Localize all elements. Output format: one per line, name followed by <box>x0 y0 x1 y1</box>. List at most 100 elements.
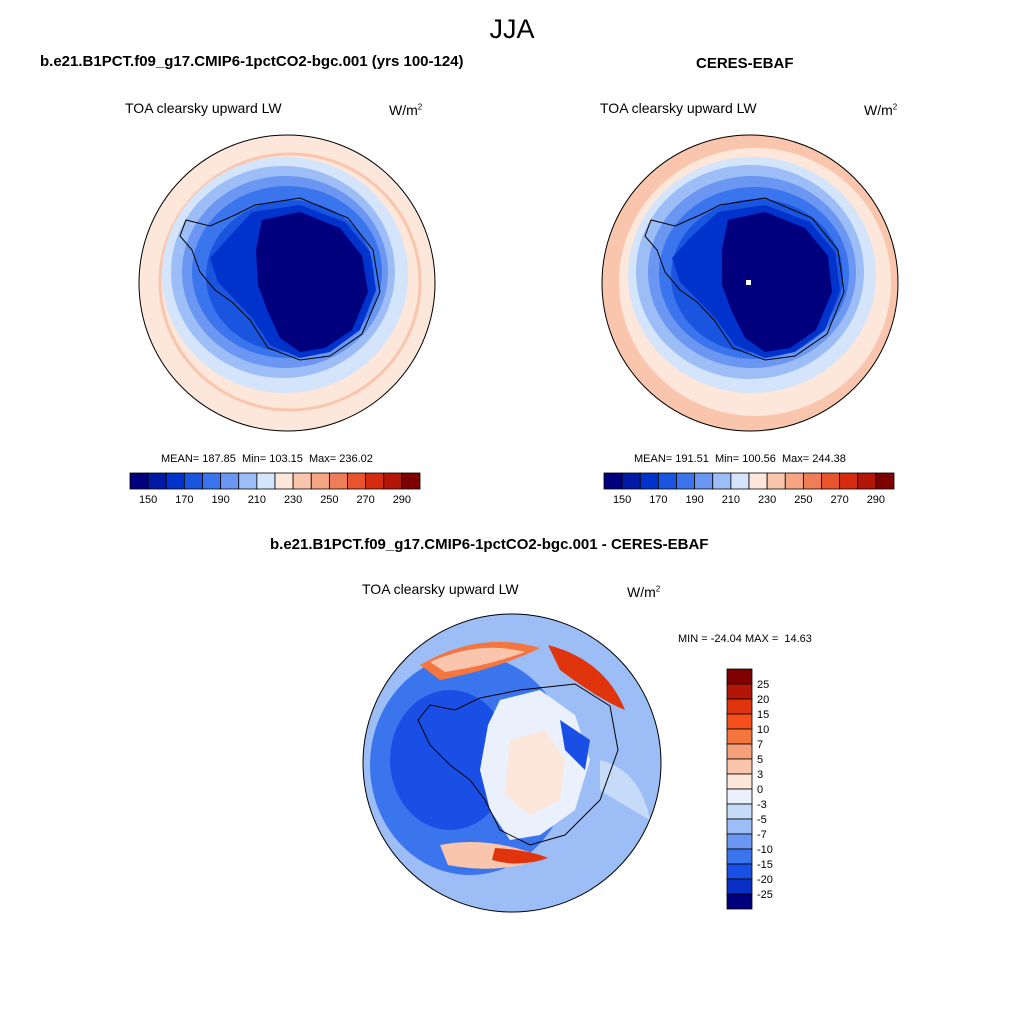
colorbar-3-swatch <box>726 788 753 805</box>
colorbar-3-swatch <box>726 758 753 775</box>
colorbar-1-tick-label: 190 <box>211 494 229 506</box>
colorbar-3-tick-label: -25 <box>757 889 773 901</box>
colorbar-3-tick-label: -7 <box>757 829 767 841</box>
colorbar-2-swatch <box>694 472 714 490</box>
colorbar-2-tick-label: 290 <box>867 494 885 506</box>
colorbar-3-tick-label: -20 <box>757 874 773 886</box>
colorbar-1-swatch <box>147 472 167 490</box>
map-panel-1 <box>139 135 435 431</box>
colorbar-3-swatch <box>726 713 753 730</box>
colorbar-3-tick-label: 5 <box>757 754 763 766</box>
colorbar-2-tick-label: 210 <box>722 494 740 506</box>
colorbar-2-tick-label: 190 <box>685 494 703 506</box>
colorbar-3-tick-label: -15 <box>757 859 773 871</box>
colorbar-1-swatch <box>383 472 403 490</box>
colorbar-2-swatch <box>676 472 696 490</box>
colorbar-2-swatch <box>875 472 895 490</box>
colorbar-2-swatch <box>730 472 750 490</box>
colorbar-3-tick-label: 7 <box>757 739 763 751</box>
colorbar-3-tick-label: 20 <box>757 694 769 706</box>
colorbar-2-tick-label: 270 <box>830 494 848 506</box>
colorbar-1-swatch <box>274 472 294 490</box>
colorbar-1-swatch <box>347 472 367 490</box>
panel-2-units: W/m2 <box>864 102 898 118</box>
colorbar-1-tick-label: 290 <box>393 494 411 506</box>
colorbar-panel-3: 25 20 15 10 7 5 3 0 -3 -5 -7 -10 -15 -20 -25 <box>726 668 773 910</box>
colorbar-panel-1: 150 170 190 210 230 250 270 290 <box>129 472 421 506</box>
colorbar-2-tick-label: 170 <box>649 494 667 506</box>
map-3-boundary <box>362 613 662 913</box>
colorbar-1-swatch <box>202 472 222 490</box>
panel-3-variable: TOA clearsky upward LW <box>362 581 519 597</box>
colorbar-2-tick-label: 230 <box>758 494 776 506</box>
colorbar-3-tick-label: -5 <box>757 814 767 826</box>
panel-1-case-title: b.e21.B1PCT.f09_g17.CMIP6-1pctCO2-bgc.00… <box>40 53 464 70</box>
colorbar-1-swatch <box>401 472 421 490</box>
colorbar-3-swatch <box>726 728 753 745</box>
colorbar-2-swatch <box>657 472 677 490</box>
colorbar-3-tick-label: 0 <box>757 784 763 796</box>
colorbar-3-swatch <box>726 863 753 880</box>
map-panel-3 <box>363 614 661 912</box>
colorbar-3-tick-label: 25 <box>757 679 769 691</box>
colorbar-2-tick-label: 150 <box>613 494 631 506</box>
colorbar-2-swatch <box>766 472 786 490</box>
colorbar-1-swatch <box>365 472 385 490</box>
colorbar-2-swatch <box>784 472 804 490</box>
colorbar-3-swatch <box>726 683 753 700</box>
colorbar-1-tick-label: 170 <box>175 494 193 506</box>
colorbar-3-swatch <box>726 698 753 715</box>
map-panel-2 <box>602 135 898 431</box>
colorbar-2-swatch <box>603 472 623 490</box>
colorbar-3-swatch <box>726 743 753 760</box>
colorbar-3-tick-label: -3 <box>757 799 767 811</box>
colorbar-3-swatch <box>726 878 753 895</box>
panel-3-stats: MIN = -24.04 MAX = 14.63 <box>678 633 812 645</box>
colorbar-1-swatch <box>256 472 276 490</box>
colorbar-3-swatch <box>726 848 753 865</box>
colorbar-3-tick-label: 3 <box>757 769 763 781</box>
colorbar-1-swatch <box>310 472 330 490</box>
colorbar-1-tick-label: 150 <box>139 494 157 506</box>
map-1-boundary <box>138 134 436 432</box>
colorbar-2-swatch <box>857 472 877 490</box>
colorbar-3-swatch <box>726 818 753 835</box>
colorbar-1-swatch <box>220 472 240 490</box>
panel-1-units: W/m2 <box>389 102 423 118</box>
panel-3-units: W/m2 <box>627 584 661 600</box>
colorbar-3-swatch <box>726 833 753 850</box>
colorbar-3-swatch <box>726 773 753 790</box>
map-2-boundary <box>601 134 899 432</box>
colorbar-1-tick-label: 230 <box>284 494 302 506</box>
panel-2-stats: MEAN= 191.51 Min= 100.56 Max= 244.38 <box>634 453 846 465</box>
colorbar-1-swatch <box>165 472 185 490</box>
colorbar-2-swatch <box>712 472 732 490</box>
panel-2-case-title: CERES-EBAF <box>696 55 794 72</box>
colorbar-1-tick-label: 210 <box>248 494 266 506</box>
colorbar-1-swatch <box>129 472 149 490</box>
panel-3-case-title: b.e21.B1PCT.f09_g17.CMIP6-1pctCO2-bgc.00… <box>270 536 709 553</box>
panel-1-variable: TOA clearsky upward LW <box>125 100 282 116</box>
colorbar-2-swatch <box>802 472 822 490</box>
colorbar-2-swatch <box>821 472 841 490</box>
colorbar-1-swatch <box>238 472 258 490</box>
colorbar-3-tick-label: 15 <box>757 709 769 721</box>
panel-1-stats: MEAN= 187.85 Min= 103.15 Max= 236.02 <box>161 453 373 465</box>
colorbar-3-swatch <box>726 803 753 820</box>
page-title: JJA <box>489 14 535 44</box>
panel-2-variable: TOA clearsky upward LW <box>600 100 757 116</box>
colorbar-1-tick-label: 270 <box>356 494 374 506</box>
colorbar-3-swatch <box>726 668 753 685</box>
colorbar-1-swatch <box>183 472 203 490</box>
colorbar-2-tick-label: 250 <box>794 494 812 506</box>
colorbar-3-swatch <box>726 893 753 910</box>
colorbar-2-swatch <box>748 472 768 490</box>
colorbar-2-swatch <box>621 472 641 490</box>
colorbar-3-tick-label: 10 <box>757 724 769 736</box>
colorbar-panel-2: 150 170 190 210 230 250 270 290 <box>603 472 895 506</box>
colorbar-3-tick-label: -10 <box>757 844 773 856</box>
colorbar-1-tick-label: 250 <box>320 494 338 506</box>
colorbar-1-swatch <box>328 472 348 490</box>
colorbar-1-swatch <box>292 472 312 490</box>
